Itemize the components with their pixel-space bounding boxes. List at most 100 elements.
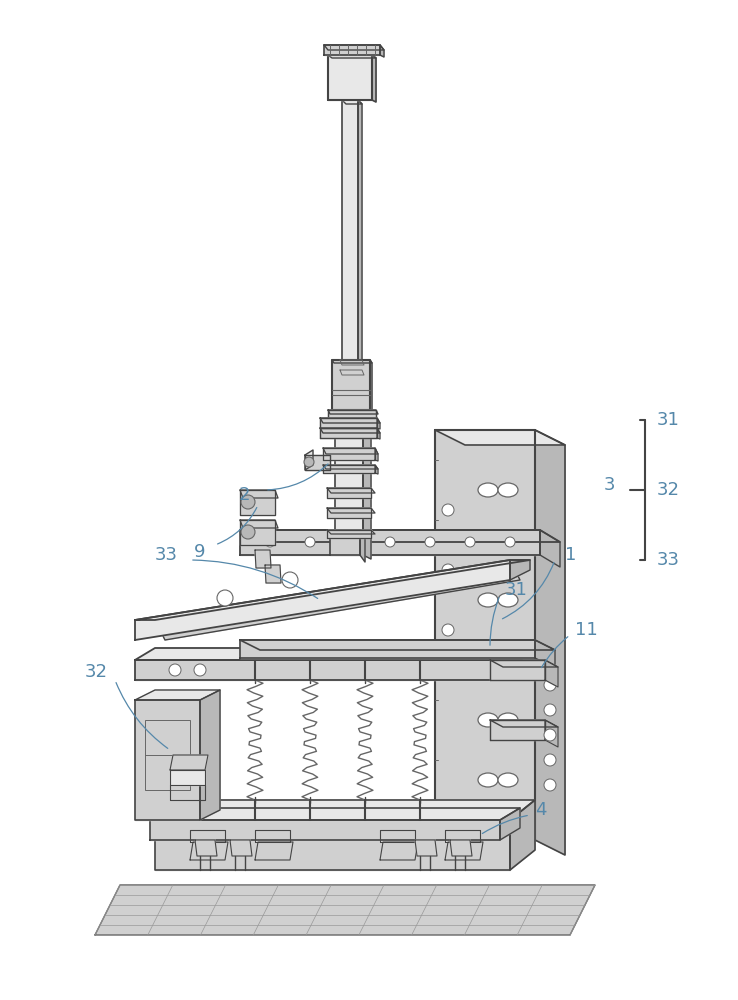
Text: 3: 3 xyxy=(604,476,615,494)
Ellipse shape xyxy=(498,538,518,552)
Ellipse shape xyxy=(498,773,518,787)
Polygon shape xyxy=(240,530,560,542)
Text: 9: 9 xyxy=(193,543,205,561)
Polygon shape xyxy=(240,490,278,498)
Polygon shape xyxy=(328,55,376,58)
Polygon shape xyxy=(323,448,375,460)
Polygon shape xyxy=(540,530,560,567)
Circle shape xyxy=(194,664,206,676)
Circle shape xyxy=(345,537,355,547)
Ellipse shape xyxy=(478,593,498,607)
Polygon shape xyxy=(445,830,480,842)
Polygon shape xyxy=(135,700,200,820)
Polygon shape xyxy=(332,360,370,410)
Polygon shape xyxy=(190,830,225,842)
Polygon shape xyxy=(305,450,313,470)
Circle shape xyxy=(544,679,556,691)
Circle shape xyxy=(217,590,233,606)
Polygon shape xyxy=(195,840,217,856)
Polygon shape xyxy=(510,560,530,580)
Polygon shape xyxy=(377,428,380,439)
Circle shape xyxy=(544,779,556,791)
Circle shape xyxy=(505,537,515,547)
Polygon shape xyxy=(255,550,271,568)
Polygon shape xyxy=(170,770,205,785)
Polygon shape xyxy=(490,720,558,727)
Polygon shape xyxy=(490,660,558,667)
Polygon shape xyxy=(170,755,208,770)
Circle shape xyxy=(544,754,556,766)
Polygon shape xyxy=(135,560,530,620)
Polygon shape xyxy=(535,640,555,668)
Polygon shape xyxy=(155,560,520,640)
Polygon shape xyxy=(327,488,371,498)
Circle shape xyxy=(304,457,314,467)
Polygon shape xyxy=(323,465,378,469)
Polygon shape xyxy=(332,360,372,363)
Polygon shape xyxy=(327,508,375,513)
Text: 2: 2 xyxy=(238,486,250,504)
Polygon shape xyxy=(240,640,535,658)
Polygon shape xyxy=(490,720,545,740)
Circle shape xyxy=(425,537,435,547)
Text: 32: 32 xyxy=(85,663,108,681)
Polygon shape xyxy=(240,640,555,650)
Polygon shape xyxy=(510,800,535,870)
Polygon shape xyxy=(370,360,372,411)
Polygon shape xyxy=(255,842,293,860)
Text: 33: 33 xyxy=(155,546,178,564)
Polygon shape xyxy=(320,428,380,433)
Polygon shape xyxy=(328,55,372,100)
Circle shape xyxy=(265,537,275,547)
Polygon shape xyxy=(330,530,365,537)
Circle shape xyxy=(544,704,556,716)
Polygon shape xyxy=(135,660,520,680)
Polygon shape xyxy=(200,690,220,820)
Ellipse shape xyxy=(478,713,498,727)
Circle shape xyxy=(544,729,556,741)
Polygon shape xyxy=(500,808,520,840)
Circle shape xyxy=(465,537,475,547)
Polygon shape xyxy=(450,840,472,856)
Polygon shape xyxy=(135,560,510,640)
Polygon shape xyxy=(240,520,275,545)
Polygon shape xyxy=(435,430,565,445)
Ellipse shape xyxy=(498,593,518,607)
Circle shape xyxy=(442,624,454,636)
Polygon shape xyxy=(372,55,376,102)
Circle shape xyxy=(442,564,454,576)
Polygon shape xyxy=(135,648,540,660)
Polygon shape xyxy=(360,530,365,562)
Polygon shape xyxy=(327,530,371,538)
Ellipse shape xyxy=(498,713,518,727)
Polygon shape xyxy=(240,520,278,528)
Polygon shape xyxy=(545,660,558,687)
Polygon shape xyxy=(230,840,252,856)
Polygon shape xyxy=(324,45,380,55)
Polygon shape xyxy=(363,430,371,559)
Polygon shape xyxy=(342,100,362,104)
Ellipse shape xyxy=(478,773,498,787)
Polygon shape xyxy=(150,808,520,820)
Polygon shape xyxy=(380,830,415,842)
Polygon shape xyxy=(265,565,281,583)
Polygon shape xyxy=(323,448,378,454)
Polygon shape xyxy=(328,410,376,420)
Polygon shape xyxy=(190,842,228,860)
Circle shape xyxy=(282,572,298,588)
Circle shape xyxy=(241,495,255,509)
Polygon shape xyxy=(375,465,378,474)
Polygon shape xyxy=(380,842,418,860)
Text: 31: 31 xyxy=(505,581,528,599)
Polygon shape xyxy=(324,45,384,50)
Polygon shape xyxy=(535,430,565,855)
Polygon shape xyxy=(327,488,375,493)
Text: 32: 32 xyxy=(657,481,680,499)
Polygon shape xyxy=(377,418,380,429)
Polygon shape xyxy=(240,490,275,515)
Text: 4: 4 xyxy=(535,801,547,819)
Ellipse shape xyxy=(478,538,498,552)
Text: 1: 1 xyxy=(565,546,576,564)
Polygon shape xyxy=(327,530,375,534)
Bar xyxy=(145,720,190,790)
